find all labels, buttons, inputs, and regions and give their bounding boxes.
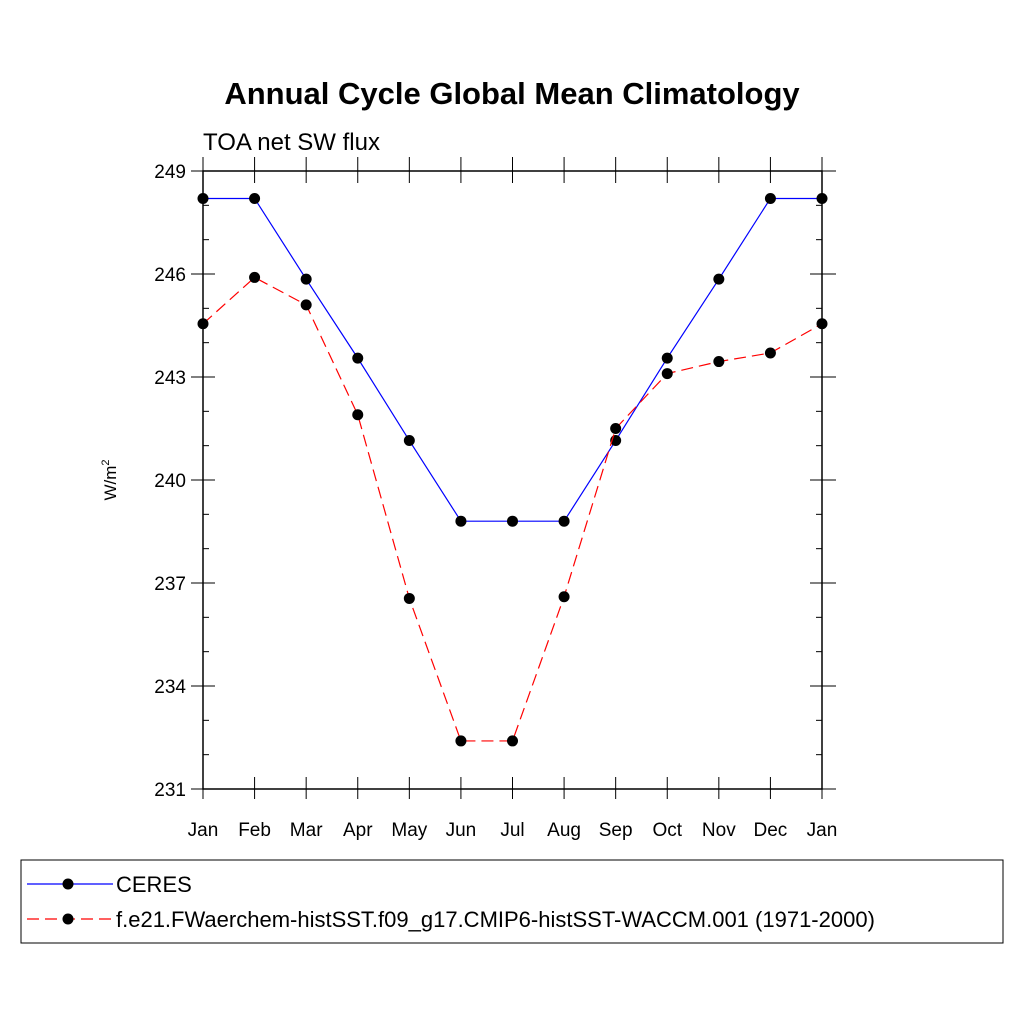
series-1-point [455,735,467,747]
series-1-point [558,591,570,603]
series-1-point [713,356,725,368]
legend: CERES f.e21.FWaerchem-histSST.f09_g17.CMI… [20,859,1004,944]
x-tick-label: Oct [652,820,682,841]
series-1-point [403,592,415,604]
series-1-point [197,318,209,330]
series-0-point [455,515,467,527]
x-tick-label: Jan [807,820,838,841]
series-1-point [507,735,518,747]
series-0-point [816,192,828,204]
y-tick-label: 246 [154,265,186,286]
legend-marker-0 [62,878,74,890]
series-0-point [403,435,415,447]
series-0-point [507,515,518,527]
series-0-point [713,273,725,285]
series-0-point [197,192,209,204]
series-1-point [610,423,622,434]
x-tick-label: Jan [188,820,219,841]
y-axis-label-text: W/m [101,466,120,501]
y-tick-label: 237 [154,574,186,595]
series-0-point [764,192,776,204]
chart-title: Annual Cycle Global Mean Climatology [224,76,800,111]
y-tick-label: 240 [154,471,186,492]
x-tick-labels: Jan Feb Mar Apr May Jun Jul Aug Sep Oct Nov Dec Jan [188,820,838,841]
axis-ticks [191,157,836,799]
series-1-point [249,271,261,283]
x-tick-label: Mar [290,820,323,841]
y-tick-label: 243 [154,368,186,389]
y-axis-label-superscript: 2 [100,459,112,465]
series-1-point [816,318,828,330]
x-tick-label: Sep [599,820,633,841]
series-1-point [661,368,673,380]
x-tick-label: Apr [343,820,373,841]
series-line-0 [203,197,822,522]
x-tick-label: May [391,820,427,841]
y-tick-label: 249 [154,162,186,183]
series-0-point [352,352,364,364]
y-tick-label: 234 [154,677,186,698]
x-tick-label: Nov [702,820,736,841]
series-0-point [249,192,261,204]
x-tick-label: Jul [500,820,524,841]
chart-subtitle: TOA net SW flux [203,129,380,156]
x-tick-label: Feb [238,820,271,841]
series-1-point [300,299,312,311]
series-0-point [558,515,570,527]
series-group [197,192,828,747]
x-tick-label: Aug [547,820,581,841]
x-tick-label: Jun [446,820,477,841]
series-0-point [661,352,673,364]
series-line-1 [202,276,823,742]
legend-label-1: f.e21.FWaerchem-histSST.f09_g17.CMIP6-hi… [116,907,875,932]
legend-marker-1 [62,913,74,925]
x-tick-label: Dec [754,820,788,841]
series-1-point [352,409,364,421]
y-tick-label: 231 [154,780,186,801]
legend-label-0: CERES [116,872,192,897]
y-tick-labels: 231 234 237 240 243 246 249 [154,162,186,801]
series-1-point [764,347,776,359]
series-0-point [300,273,312,285]
legend-box [20,859,1004,944]
y-axis-label: W/m2 [100,459,120,500]
